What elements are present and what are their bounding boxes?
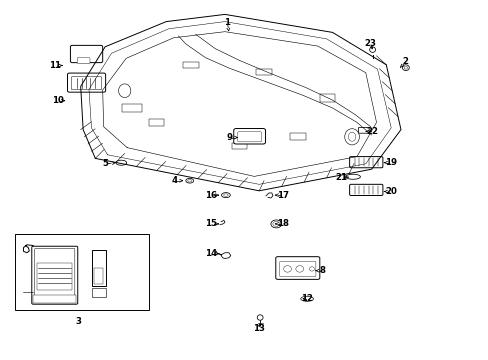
FancyBboxPatch shape: [70, 45, 102, 63]
Text: 13: 13: [253, 324, 264, 333]
FancyBboxPatch shape: [358, 127, 368, 133]
FancyBboxPatch shape: [349, 184, 382, 195]
FancyBboxPatch shape: [349, 157, 382, 168]
Bar: [122, 104, 142, 112]
Text: 10: 10: [52, 96, 63, 105]
Text: 11: 11: [49, 61, 61, 70]
Ellipse shape: [347, 132, 355, 141]
Bar: [94, 268, 103, 284]
Ellipse shape: [223, 194, 227, 197]
FancyBboxPatch shape: [67, 73, 105, 92]
Text: 16: 16: [205, 191, 217, 199]
Ellipse shape: [295, 266, 303, 272]
Text: 19: 19: [385, 158, 396, 167]
Text: 7: 7: [142, 256, 148, 264]
Bar: [92, 288, 105, 297]
Bar: [15, 234, 149, 310]
Text: 4: 4: [172, 176, 178, 185]
Text: 23: 23: [364, 40, 376, 49]
FancyBboxPatch shape: [237, 132, 261, 142]
Bar: [231, 143, 247, 149]
Ellipse shape: [270, 220, 281, 228]
Text: 9: 9: [226, 133, 232, 142]
Ellipse shape: [300, 296, 313, 301]
Ellipse shape: [221, 193, 230, 198]
FancyBboxPatch shape: [233, 129, 265, 144]
Bar: [256, 69, 271, 75]
Text: 20: 20: [385, 187, 396, 196]
Text: 18: 18: [276, 219, 288, 228]
FancyBboxPatch shape: [32, 246, 78, 304]
Ellipse shape: [283, 266, 291, 272]
Ellipse shape: [272, 221, 279, 226]
Ellipse shape: [369, 47, 375, 52]
Ellipse shape: [309, 267, 314, 271]
Text: 3: 3: [75, 317, 81, 325]
Text: 8: 8: [319, 266, 325, 275]
Bar: [92, 250, 105, 286]
Text: 5: 5: [102, 159, 108, 168]
Bar: [319, 94, 335, 102]
FancyBboxPatch shape: [71, 77, 102, 90]
Text: 12: 12: [301, 294, 312, 303]
Text: 22: 22: [366, 127, 378, 136]
FancyBboxPatch shape: [279, 261, 315, 276]
Text: 2: 2: [402, 57, 408, 66]
Text: 6: 6: [116, 284, 122, 292]
Ellipse shape: [116, 160, 126, 165]
Text: 17: 17: [276, 191, 288, 199]
Text: 21: 21: [335, 173, 346, 181]
Ellipse shape: [344, 129, 359, 145]
Bar: [37, 263, 72, 290]
FancyBboxPatch shape: [275, 257, 319, 279]
Bar: [183, 62, 198, 68]
Ellipse shape: [402, 65, 408, 71]
Bar: [290, 133, 305, 140]
FancyBboxPatch shape: [35, 248, 75, 302]
FancyBboxPatch shape: [77, 58, 90, 63]
Bar: [149, 119, 163, 126]
Text: 14: 14: [205, 249, 217, 258]
Bar: [33, 295, 76, 303]
Ellipse shape: [257, 315, 263, 320]
Ellipse shape: [403, 66, 407, 69]
Ellipse shape: [119, 84, 131, 98]
Ellipse shape: [185, 178, 193, 183]
Ellipse shape: [345, 174, 360, 179]
Ellipse shape: [187, 180, 191, 182]
Text: 15: 15: [205, 219, 217, 228]
Text: 1: 1: [224, 18, 230, 27]
